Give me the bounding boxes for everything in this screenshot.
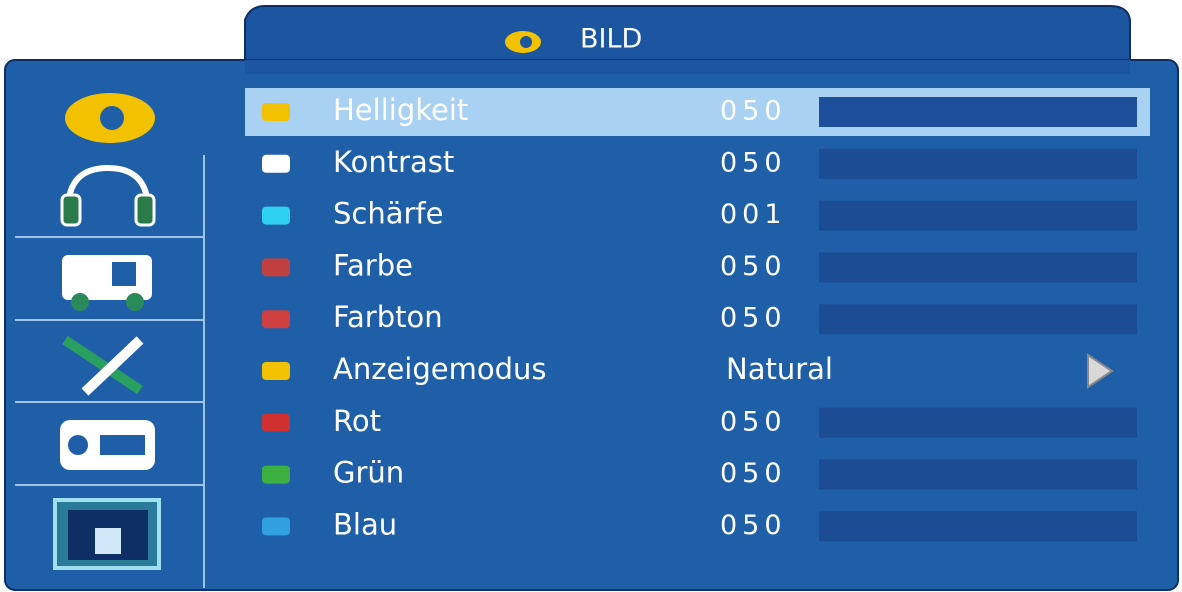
item-value: 050 bbox=[720, 251, 787, 282]
slider-bar bbox=[819, 304, 1137, 335]
icon-setup bbox=[62, 255, 152, 300]
tab-join bbox=[245, 60, 1130, 74]
item-value: 050 bbox=[720, 406, 787, 437]
row-icon bbox=[262, 258, 290, 277]
sidebar bbox=[15, 155, 205, 588]
slider-bar bbox=[819, 252, 1137, 283]
item-value: 050 bbox=[720, 303, 787, 334]
row-icon bbox=[262, 465, 290, 484]
slider-bar bbox=[819, 407, 1137, 438]
slider-bar bbox=[819, 511, 1137, 542]
slider-bar bbox=[819, 200, 1137, 231]
item-value: 050 bbox=[720, 96, 787, 127]
item-label: Schärfe bbox=[333, 197, 443, 231]
slider-bar bbox=[819, 459, 1137, 490]
item-label: Blau bbox=[333, 507, 397, 541]
tab bbox=[244, 5, 1131, 71]
row-icon bbox=[262, 154, 290, 173]
row-icon bbox=[262, 362, 290, 380]
row-icon bbox=[262, 310, 290, 329]
item-label: Kontrast bbox=[333, 145, 454, 179]
item-label: Farbe bbox=[333, 248, 413, 282]
item-label: Anzeigemodus bbox=[333, 352, 546, 386]
slider-bar bbox=[819, 148, 1137, 179]
item-value: 050 bbox=[720, 458, 787, 489]
row-icon bbox=[262, 103, 290, 121]
arrow bbox=[1087, 353, 1114, 389]
icon-audio bbox=[65, 164, 151, 211]
row-icon bbox=[262, 413, 290, 432]
item-label: Farbton bbox=[333, 300, 443, 334]
tab-icon bbox=[505, 31, 541, 53]
item-value: Natural bbox=[726, 352, 833, 386]
item-label: Grün bbox=[333, 456, 404, 490]
item-value: 050 bbox=[720, 147, 787, 178]
item-value: 050 bbox=[720, 510, 787, 541]
slider-bar bbox=[819, 97, 1137, 127]
sidebar-icons bbox=[53, 93, 161, 570]
item-value: 001 bbox=[720, 199, 787, 230]
item-label: Helligkeit bbox=[333, 93, 468, 127]
tab-title: BILD bbox=[580, 24, 642, 55]
icon-tools bbox=[62, 335, 143, 395]
row-icon bbox=[262, 206, 290, 225]
row-icon bbox=[262, 517, 290, 536]
item-label: Rot bbox=[333, 404, 381, 438]
